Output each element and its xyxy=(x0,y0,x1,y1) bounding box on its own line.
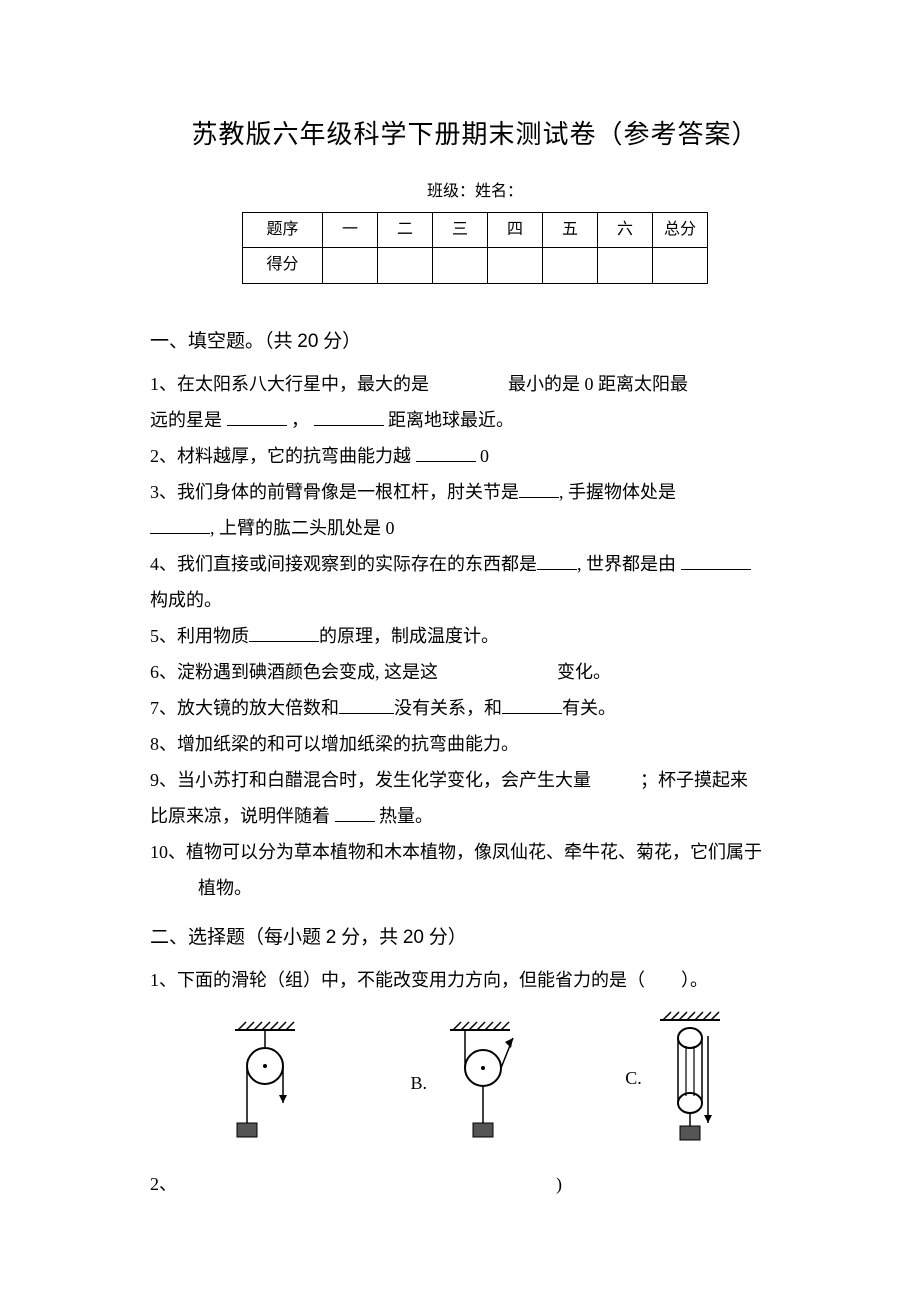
q1: 1、在太阳系八大行星中，最大的是 最小的是 0 距离太阳最 远的星是 ， 距离地… xyxy=(150,366,800,438)
blank xyxy=(227,408,287,426)
cell: 三 xyxy=(433,212,488,247)
q4-part-c: 构成的。 xyxy=(150,590,222,610)
s2-q2-a: 2、 xyxy=(150,1174,177,1194)
cell: 四 xyxy=(488,212,543,247)
pulley-b-label: B. xyxy=(410,1066,427,1100)
blank xyxy=(681,552,751,570)
blank xyxy=(519,480,559,498)
q10: 10、植物可以分为草本植物和木本植物，像凤仙花、牵牛花、菊花，它们属于 植物。 xyxy=(150,834,800,906)
blank xyxy=(335,804,375,822)
cell xyxy=(598,248,653,283)
cell xyxy=(488,248,543,283)
cell: 六 xyxy=(598,212,653,247)
q2-part-a: 2、材料越厚，它的抗弯曲能力越 xyxy=(150,446,411,466)
q9-part-d: 热量。 xyxy=(379,806,433,826)
cell xyxy=(653,248,708,283)
q9: 9、当小苏打和白醋混合时，发生化学变化，会产生大量 ；杯子摸起来 比原来凉，说明… xyxy=(150,762,800,834)
q7-part-a: 7、放大镜的放大倍数和 xyxy=(150,698,339,718)
q2: 2、材料越厚，它的抗弯曲能力越 0 xyxy=(150,438,800,474)
score-table: 题序 一 二 三 四 五 六 总分 得分 xyxy=(242,212,708,284)
pulley-movable-icon xyxy=(435,1018,525,1148)
cell: 五 xyxy=(543,212,598,247)
pulley-block-icon xyxy=(650,1008,730,1148)
q1-part-e: 距离地球最近。 xyxy=(388,410,514,430)
section-2-text: 二、选择题（每小题 2 分，共 20 分） xyxy=(150,927,467,948)
subtitle: 班级：姓名： xyxy=(150,177,800,207)
q7-part-c: 有关。 xyxy=(562,698,616,718)
section-1-text: 一、填空题。（共 20 分） xyxy=(150,331,361,352)
q1-part-b: 最小的是 0 距离太阳最 xyxy=(508,374,688,394)
blank xyxy=(502,696,562,714)
q1-part-c: 远的星是 xyxy=(150,410,222,430)
table-row: 得分 xyxy=(243,248,708,283)
cell: 总分 xyxy=(653,212,708,247)
q5: 5、利用物质 的原理，制成温度计。 xyxy=(150,618,800,654)
q3-part-c: , 上臂的肱二头肌处是 0 xyxy=(210,518,395,538)
q8: 8、增加纸梁的和可以增加纸梁的抗弯曲能力。 xyxy=(150,726,800,762)
q7-part-b: 没有关系，和 xyxy=(394,698,502,718)
cell xyxy=(543,248,598,283)
q10-part-a: 10、植物可以分为草本植物和木本植物，像凤仙花、牵牛花、菊花，它们属于 xyxy=(150,842,762,862)
q4-part-a: 4、我们直接或间接观察到的实际存在的东西都是 xyxy=(150,554,537,574)
cell-label: 得分 xyxy=(243,248,323,283)
q4: 4、我们直接或间接观察到的实际存在的东西都是 , 世界都是由 构成的。 xyxy=(150,546,800,618)
q4-part-b: , 世界都是由 xyxy=(577,554,676,574)
q1-part-a: 1、在太阳系八大行星中，最大的是 xyxy=(150,374,429,394)
q5-part-a: 5、利用物质 xyxy=(150,626,249,646)
pulley-row: B. C. xyxy=(170,1008,780,1148)
pulley-a xyxy=(220,1018,310,1148)
blank xyxy=(339,696,394,714)
cell xyxy=(378,248,433,283)
pulley-fixed-icon xyxy=(220,1018,310,1148)
q5-part-b: 的原理，制成温度计。 xyxy=(319,626,499,646)
q6-part-a: 6、淀粉遇到碘酒颜色会变成, 这是这 xyxy=(150,662,438,682)
blank xyxy=(416,444,476,462)
cell: 一 xyxy=(323,212,378,247)
section-2-head: 二、选择题（每小题 2 分，共 20 分） xyxy=(150,920,800,956)
blank xyxy=(150,516,210,534)
s2-q2: 2、 ) xyxy=(150,1166,800,1202)
table-row: 题序 一 二 三 四 五 六 总分 xyxy=(243,212,708,247)
page-title: 苏教版六年级科学下册期末测试卷（参考答案） xyxy=(150,110,800,159)
q2-part-b: 0 xyxy=(480,446,489,466)
q9-part-a: 9、当小苏打和白醋混合时，发生化学变化，会产生大量 xyxy=(150,770,591,790)
cell: 二 xyxy=(378,212,433,247)
q10-part-b: 植物。 xyxy=(150,870,252,906)
cell xyxy=(433,248,488,283)
q3-part-a: 3、我们身体的前臂骨像是一根杠杆，肘关节是 xyxy=(150,482,519,502)
pulley-c: C. xyxy=(625,1008,730,1148)
section-1-head: 一、填空题。（共 20 分） xyxy=(150,324,800,360)
q6-part-b: 变化。 xyxy=(557,662,611,682)
s2-q1: 1、下面的滑轮（组）中，不能改变用力方向，但能省力的是（ ）。 xyxy=(150,962,800,998)
q9-part-c: 比原来凉，说明伴随着 xyxy=(150,806,330,826)
pulley-c-label: C. xyxy=(625,1061,642,1095)
blank xyxy=(537,552,577,570)
blank xyxy=(314,408,384,426)
q3-part-b: , 手握物体处是 xyxy=(559,482,676,502)
cell xyxy=(323,248,378,283)
q1-part-d: ， xyxy=(291,410,309,430)
blank xyxy=(249,624,319,642)
q7: 7、放大镜的放大倍数和 没有关系，和 有关。 xyxy=(150,690,800,726)
s2-q2-b: ) xyxy=(556,1174,562,1194)
q3: 3、我们身体的前臂骨像是一根杠杆，肘关节是 , 手握物体处是 , 上臂的肱二头肌处… xyxy=(150,474,800,546)
cell-label: 题序 xyxy=(243,212,323,247)
pulley-b: B. xyxy=(410,1018,525,1148)
q6: 6、淀粉遇到碘酒颜色会变成, 这是这 变化。 xyxy=(150,654,800,690)
q9-part-b: ；杯子摸起来 xyxy=(640,770,748,790)
